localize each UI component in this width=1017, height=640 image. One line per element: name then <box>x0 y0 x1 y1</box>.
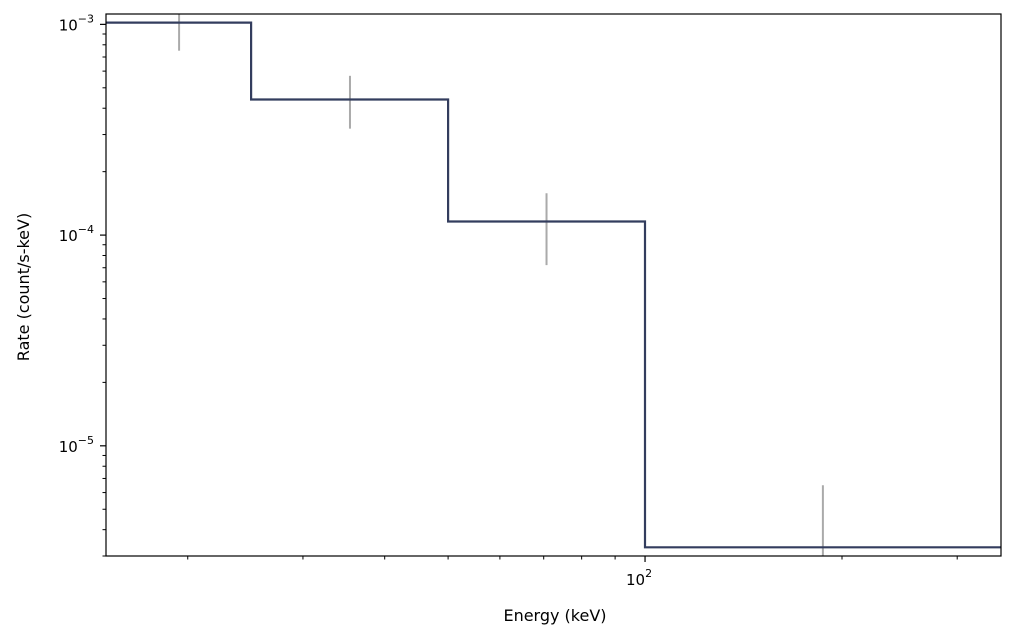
x-axis-label: Energy (keV) <box>503 606 606 625</box>
y-tick-label: 10−3 <box>59 12 94 34</box>
plot-area <box>106 14 1001 556</box>
axes-frame <box>105 13 1002 557</box>
y-axis-label: Rate (count/s-keV) <box>14 213 33 361</box>
y-tick-label: 10−4 <box>59 223 94 245</box>
x-tick-label: 102 <box>626 567 652 589</box>
model-step-line <box>106 21 1001 549</box>
y-tick-label: 10−5 <box>59 434 94 456</box>
ticks: 10−3 10−4 10−5 102 <box>59 12 958 589</box>
